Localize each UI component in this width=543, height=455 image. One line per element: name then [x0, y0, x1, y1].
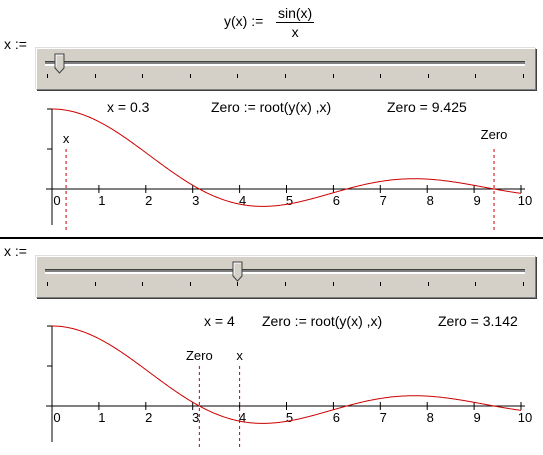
- marker-label: x: [236, 348, 243, 363]
- x-tick-label: 2: [145, 193, 152, 208]
- slider-tick: [475, 74, 477, 78]
- slider-track[interactable]: [45, 269, 525, 274]
- slider-tick: [285, 74, 286, 78]
- slider-tick: [94, 74, 96, 78]
- slider-tick: [427, 282, 429, 286]
- x-tick-label: 4: [239, 410, 246, 425]
- section-divider: [0, 237, 543, 239]
- x-readout: x = 4: [204, 313, 235, 329]
- x-tick-label: 5: [286, 410, 293, 425]
- slider-tick: [523, 74, 524, 78]
- marker-label: Zero: [186, 348, 213, 363]
- x-readout: x = 0.3: [107, 99, 150, 115]
- x-tick-label: 1: [98, 410, 105, 425]
- function-definition-lhs: y(x) :=: [224, 13, 264, 29]
- x-tick-label: 4: [239, 193, 246, 208]
- fraction-numerator: sin(x): [276, 5, 315, 23]
- x-tick-label: 7: [380, 193, 387, 208]
- x-tick-label: 9: [473, 193, 480, 208]
- zero-readout: Zero = 3.142: [438, 313, 518, 329]
- slider-thumb[interactable]: [232, 261, 243, 282]
- sinc-plot: 0 1 2 3 4 5 6 7 8 9 10 Zero x: [46, 325, 532, 448]
- function-definition-fraction: sin(x) x: [276, 4, 315, 41]
- x-tick-label: 5: [286, 193, 293, 208]
- x-tick-label: 10: [518, 193, 532, 208]
- slider-tick: [475, 282, 477, 286]
- slider-tick: [237, 74, 239, 78]
- fraction-denominator: x: [291, 24, 299, 40]
- slider-label: x :=: [4, 36, 27, 52]
- x-tick-label: 8: [427, 193, 434, 208]
- x-tick-label: 10: [518, 410, 532, 425]
- x-tick-label: 8: [427, 410, 434, 425]
- slider-tick: [142, 74, 144, 78]
- slider-tick: [427, 74, 429, 78]
- slider-thumb[interactable]: [54, 53, 65, 74]
- sinc-curve: [51, 108, 522, 207]
- slider-tick: [189, 282, 191, 286]
- x-tick-label: 3: [192, 193, 199, 208]
- sinc-curve: [51, 325, 522, 424]
- slider-tick: [47, 74, 48, 78]
- slider-tick: [380, 282, 382, 286]
- slider-tick: [332, 74, 334, 78]
- slider-track[interactable]: [45, 61, 525, 66]
- root-expression: Zero := root(y(x) ,x): [211, 99, 332, 115]
- zero-readout: Zero = 9.425: [387, 99, 467, 115]
- slider-tick: [523, 282, 524, 286]
- x-slider[interactable]: [36, 48, 536, 90]
- x-tick-label: 7: [380, 410, 387, 425]
- slider-tick: [47, 282, 48, 286]
- slider-tick: [94, 282, 96, 286]
- slider-tick: [285, 282, 286, 286]
- x-tick-label: 1: [98, 193, 105, 208]
- x-tick-label: 6: [333, 410, 340, 425]
- slider-tick: [142, 282, 144, 286]
- x-tick-label: 2: [145, 410, 152, 425]
- x-slider[interactable]: [36, 256, 536, 298]
- x-tick-label: 0: [53, 193, 60, 208]
- x-tick-label: 0: [53, 410, 60, 425]
- x-tick-label: 6: [333, 193, 340, 208]
- slider-tick: [332, 282, 334, 286]
- slider-label: x :=: [4, 243, 27, 259]
- sinc-plot: 0 1 2 3 4 5 6 7 8 9 10 x Zero: [46, 108, 532, 231]
- slider-tick: [189, 74, 191, 78]
- x-tick-label: 3: [192, 410, 199, 425]
- x-tick-label: 9: [473, 410, 480, 425]
- marker-label: x: [63, 131, 70, 146]
- marker-label: Zero: [481, 127, 508, 142]
- root-expression: Zero := root(y(x) ,x): [262, 313, 383, 329]
- slider-tick: [380, 74, 382, 78]
- slider-tick: [237, 282, 239, 286]
